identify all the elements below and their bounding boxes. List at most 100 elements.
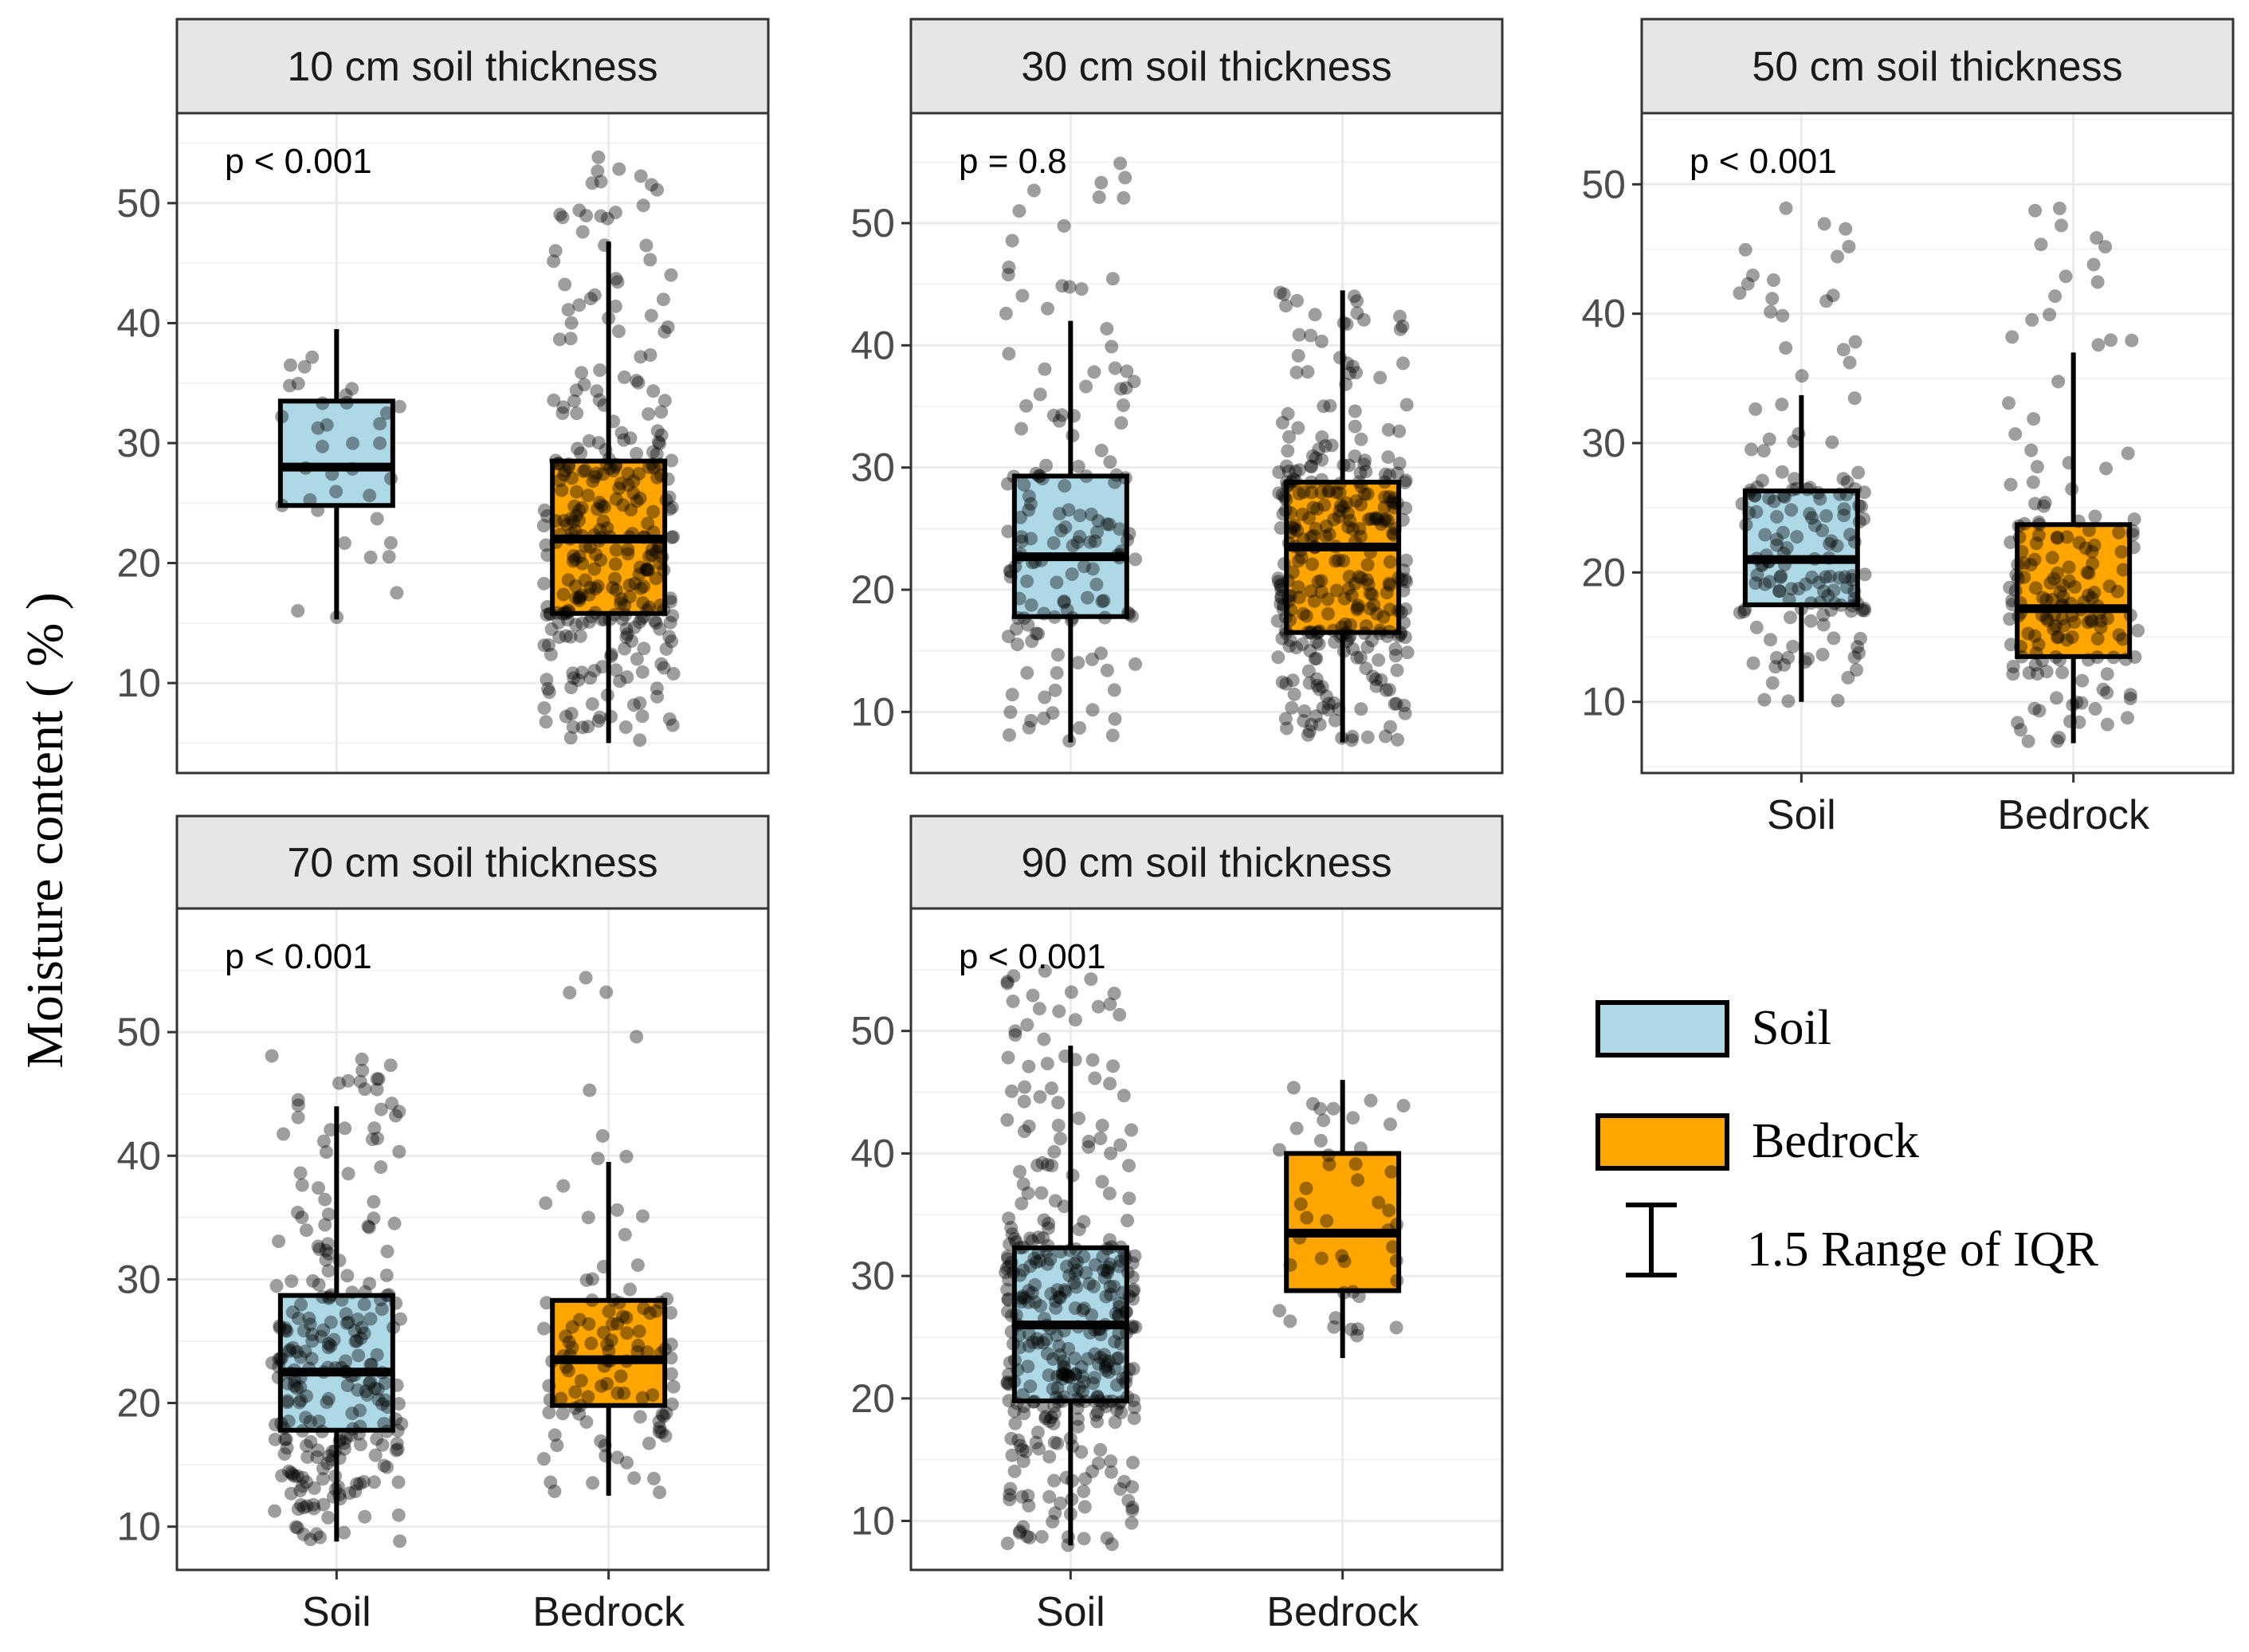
data-point bbox=[1037, 712, 1051, 725]
data-point bbox=[1046, 1515, 1060, 1528]
data-point bbox=[1038, 1410, 1053, 1424]
data-point bbox=[563, 532, 577, 546]
data-point bbox=[1081, 1140, 1096, 1154]
data-point bbox=[551, 457, 565, 471]
data-point bbox=[1352, 475, 1366, 489]
data-point bbox=[2029, 536, 2043, 551]
data-point bbox=[555, 406, 570, 420]
data-point bbox=[394, 1312, 407, 1326]
data-point bbox=[591, 714, 606, 728]
data-point bbox=[1314, 485, 1329, 500]
data-point bbox=[1827, 596, 1842, 610]
data-point bbox=[567, 394, 581, 408]
data-point bbox=[1379, 729, 1392, 744]
data-point bbox=[575, 588, 589, 602]
data-point bbox=[594, 175, 608, 189]
y-tick-label: 20 bbox=[116, 541, 161, 586]
data-point bbox=[1103, 1077, 1117, 1091]
data-point bbox=[1749, 402, 1763, 416]
data-point bbox=[1003, 563, 1017, 578]
data-point bbox=[1805, 511, 1819, 525]
data-point bbox=[327, 1489, 340, 1504]
data-point bbox=[1394, 627, 1407, 642]
data-point bbox=[619, 1149, 634, 1163]
data-point bbox=[1120, 364, 1134, 379]
data-point bbox=[657, 1409, 671, 1423]
data-point bbox=[1749, 620, 1764, 634]
data-point bbox=[1851, 465, 1866, 480]
data-point bbox=[2030, 460, 2044, 474]
data-point bbox=[287, 1363, 301, 1377]
data-point bbox=[2077, 595, 2091, 610]
data-point bbox=[2123, 688, 2137, 702]
data-point bbox=[622, 530, 636, 544]
data-point bbox=[1052, 1004, 1066, 1018]
data-point bbox=[1336, 316, 1351, 330]
data-point bbox=[2102, 579, 2117, 594]
data-point bbox=[600, 1376, 614, 1391]
data-point bbox=[1090, 1389, 1105, 1403]
data-point bbox=[1850, 663, 1863, 677]
data-point bbox=[1382, 1203, 1396, 1218]
data-point bbox=[351, 1313, 365, 1326]
data-point bbox=[1360, 558, 1375, 572]
data-point bbox=[2123, 692, 2137, 705]
data-point bbox=[1054, 1132, 1067, 1146]
data-point bbox=[1320, 1214, 1334, 1228]
data-point bbox=[1346, 642, 1360, 656]
data-point bbox=[1057, 594, 1071, 608]
data-point bbox=[1813, 492, 1827, 506]
data-point bbox=[642, 1436, 656, 1450]
data-point bbox=[2035, 608, 2049, 622]
data-point bbox=[1329, 583, 1344, 598]
data-point bbox=[2099, 461, 2114, 476]
data-point bbox=[592, 534, 606, 548]
data-point bbox=[1061, 1530, 1075, 1544]
data-point bbox=[2055, 611, 2070, 626]
data-point bbox=[1091, 514, 1105, 528]
y-tick-label: 50 bbox=[116, 181, 161, 226]
data-point bbox=[1000, 1536, 1015, 1551]
data-point bbox=[561, 303, 575, 317]
data-point bbox=[1003, 728, 1016, 742]
data-point bbox=[1365, 587, 1380, 602]
data-point bbox=[665, 500, 679, 515]
data-point bbox=[1028, 1277, 1042, 1292]
data-point bbox=[665, 453, 679, 468]
data-point bbox=[1113, 547, 1127, 562]
data-point bbox=[1089, 1258, 1102, 1272]
data-point bbox=[659, 642, 673, 656]
data-point bbox=[1021, 618, 1035, 632]
data-point bbox=[1399, 602, 1413, 616]
data-point bbox=[1761, 555, 1776, 569]
data-point bbox=[345, 382, 359, 396]
data-point bbox=[666, 1379, 681, 1394]
data-point bbox=[616, 498, 630, 512]
data-point bbox=[1274, 591, 1289, 605]
data-point bbox=[1048, 683, 1062, 697]
data-point bbox=[2012, 530, 2027, 544]
data-point bbox=[1051, 1118, 1066, 1132]
data-point bbox=[1020, 1018, 1034, 1032]
data-point bbox=[621, 478, 635, 492]
data-point bbox=[610, 1450, 625, 1465]
data-point bbox=[298, 1344, 312, 1359]
data-point bbox=[652, 1425, 666, 1439]
data-point bbox=[1396, 356, 1410, 371]
data-point bbox=[584, 610, 599, 624]
data-point bbox=[1321, 703, 1335, 716]
data-point bbox=[1108, 1415, 1122, 1429]
data-point bbox=[1800, 482, 1815, 496]
data-point bbox=[281, 1415, 296, 1428]
data-point bbox=[1095, 1175, 1109, 1189]
data-point bbox=[593, 363, 607, 377]
data-point bbox=[290, 1381, 304, 1395]
data-point bbox=[2028, 581, 2043, 595]
data-point bbox=[1108, 475, 1122, 489]
data-point bbox=[289, 1344, 304, 1359]
data-point bbox=[1058, 1049, 1073, 1063]
data-point bbox=[603, 1354, 618, 1368]
data-point bbox=[1125, 609, 1139, 623]
data-point bbox=[1122, 1159, 1136, 1173]
data-point bbox=[1328, 635, 1342, 649]
